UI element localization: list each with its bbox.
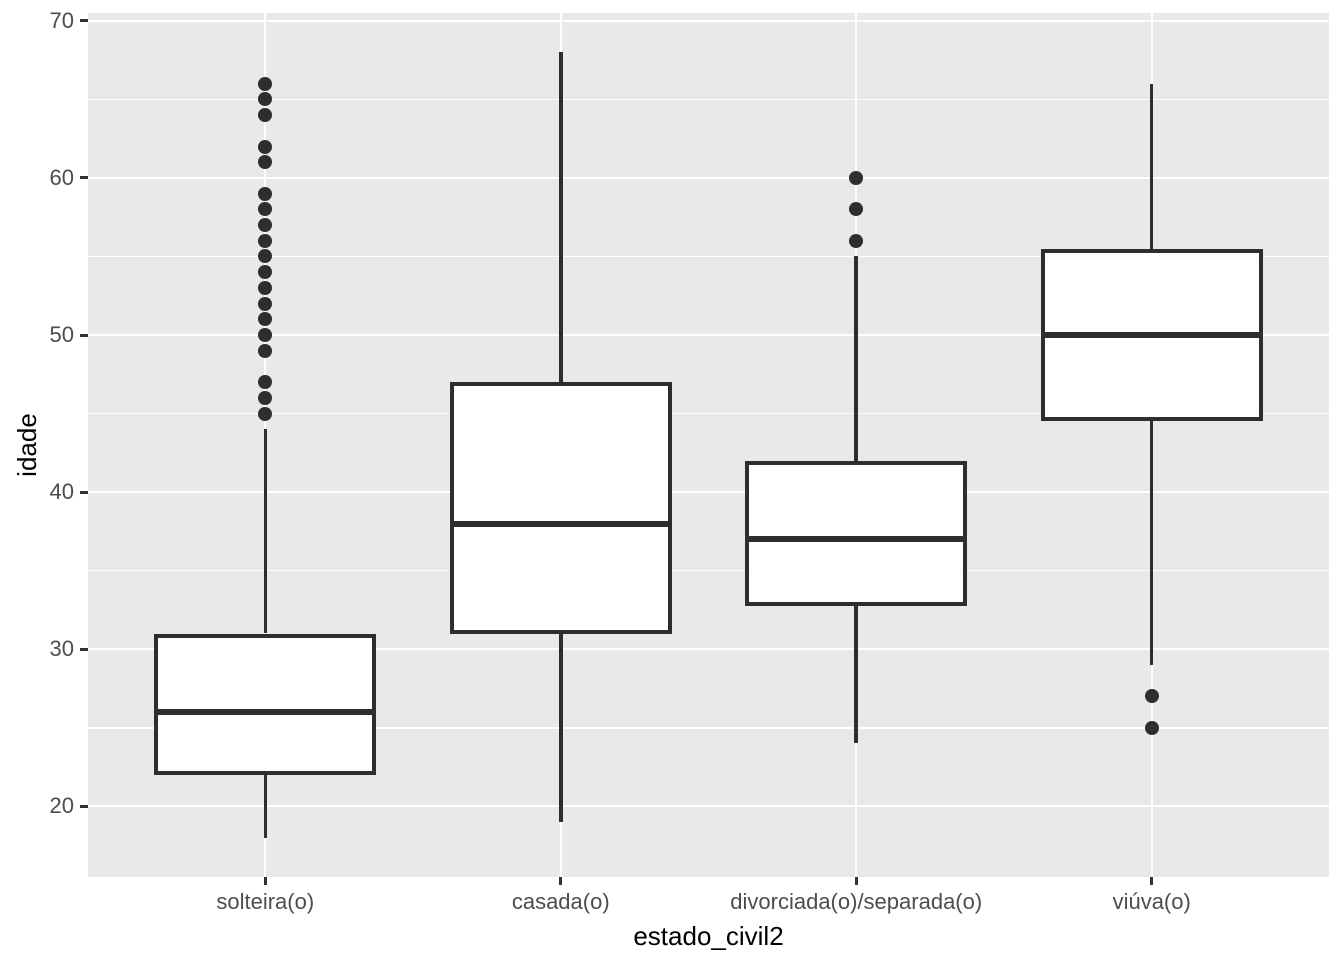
boxplot-lower-whisker <box>1149 421 1154 665</box>
boxplot-box <box>449 382 672 634</box>
gridline-y-minor <box>88 98 1329 101</box>
x-axis-title: estado_civil2 <box>633 921 784 951</box>
y-tick-mark <box>80 804 88 808</box>
outlier-point <box>258 390 273 405</box>
x-tick-mark <box>559 877 563 885</box>
outlier-point <box>258 218 273 233</box>
gridline-y-minor <box>88 569 1329 572</box>
boxplot-median-line <box>745 536 968 543</box>
outlier-point <box>258 202 273 217</box>
boxplot-median-line <box>154 709 377 716</box>
gridline-y-minor <box>88 726 1329 729</box>
outlier-point <box>258 249 273 264</box>
outlier-point <box>258 76 273 91</box>
y-tick-mark <box>80 647 88 651</box>
gridline-y-major <box>88 805 1329 808</box>
y-tick-label: 50 <box>49 322 74 348</box>
gridline-y-major <box>88 490 1329 494</box>
x-tick-mark <box>263 877 267 885</box>
outlier-point <box>258 186 273 201</box>
outlier-point <box>258 312 273 327</box>
outlier-point <box>849 202 864 217</box>
y-tick-mark <box>80 176 88 180</box>
outlier-point <box>1144 720 1159 735</box>
y-tick-mark <box>80 490 88 494</box>
boxplot-upper-whisker <box>854 256 858 461</box>
y-tick-label: 20 <box>49 793 74 819</box>
boxplot-box <box>745 460 968 606</box>
boxplot-lower-whisker <box>854 606 858 744</box>
x-tick-label: divorciada(o)/separada(o) <box>730 889 983 914</box>
outlier-point <box>258 265 273 280</box>
outlier-point <box>1144 689 1159 704</box>
outlier-point <box>258 139 273 154</box>
gridline-y-major <box>88 333 1329 337</box>
boxplot-upper-whisker <box>263 429 268 634</box>
y-tick-label: 60 <box>49 164 74 190</box>
boxplot-lower-whisker <box>559 633 563 822</box>
outlier-point <box>258 92 273 107</box>
y-tick-label: 70 <box>49 7 74 33</box>
y-tick-mark <box>80 19 88 23</box>
gridline-y-minor <box>88 412 1329 415</box>
outlier-point <box>849 233 864 248</box>
x-tick-mark <box>854 877 858 885</box>
x-tick-label: viúva(o) <box>1112 889 1191 914</box>
x-tick-mark <box>1150 877 1154 885</box>
boxplot-upper-whisker <box>559 52 563 383</box>
outlier-point <box>258 343 273 358</box>
boxplot-lower-whisker <box>263 774 268 838</box>
outlier-point <box>258 328 273 343</box>
boxplot-median-line <box>449 520 672 527</box>
outlier-point <box>258 233 273 248</box>
x-tick-label: casada(o) <box>511 889 610 914</box>
outlier-point <box>258 406 273 421</box>
boxplot-median-line <box>1040 332 1263 339</box>
boxplot-box <box>154 633 377 775</box>
outlier-point <box>258 280 273 295</box>
boxplot-upper-whisker <box>1149 83 1154 249</box>
y-tick-label: 40 <box>49 479 74 505</box>
gridline-y-minor <box>88 255 1329 258</box>
gridline-y-major <box>88 648 1329 651</box>
gridline-y-major <box>88 19 1329 23</box>
y-tick-mark <box>80 333 88 337</box>
outlier-point <box>258 155 273 170</box>
outlier-point <box>258 108 273 123</box>
outlier-point <box>258 375 273 390</box>
y-tick-label: 30 <box>49 636 74 662</box>
y-axis-title: idade <box>12 413 42 477</box>
outlier-point <box>849 170 864 185</box>
outlier-point <box>258 296 273 311</box>
x-tick-label: solteira(o) <box>216 889 315 914</box>
gridline-y-major <box>88 176 1329 180</box>
